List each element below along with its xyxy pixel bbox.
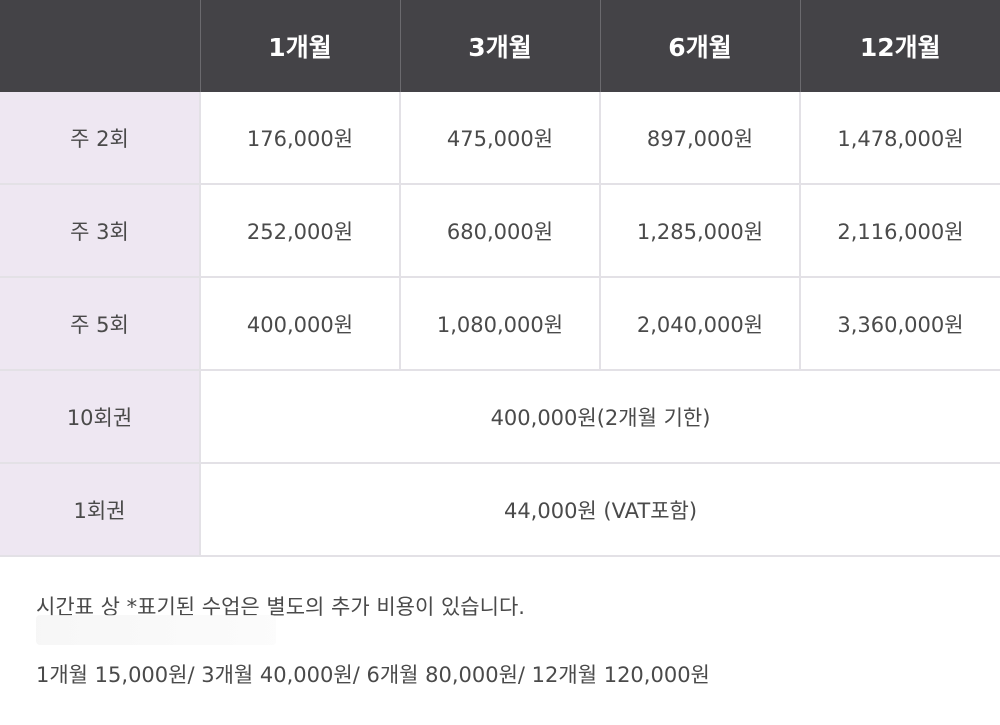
row-label: 10회권 [0, 370, 201, 464]
header-12-months: 12개월 [800, 0, 1000, 92]
header-6-months: 6개월 [600, 0, 801, 92]
table-row: 주 2회 176,000원 475,000원 897,000원 1,478,00… [0, 92, 1000, 185]
blurred-region [36, 615, 276, 645]
price-cell: 1,285,000원 [600, 184, 801, 278]
header-1-month: 1개월 [200, 0, 401, 92]
row-label: 주 2회 [0, 92, 201, 185]
table-row: 주 5회 400,000원 1,080,000원 2,040,000원 3,36… [0, 277, 1000, 371]
price-cell: 3,360,000원 [800, 277, 1000, 371]
header-corner [0, 0, 201, 92]
price-cell: 1,080,000원 [400, 277, 601, 371]
header-row: 1개월 3개월 6개월 12개월 [0, 0, 1000, 92]
table-row: 1회권 44,000원 (VAT포함) [0, 463, 1000, 557]
header-3-months: 3개월 [400, 0, 601, 92]
price-cell: 252,000원 [200, 184, 401, 278]
price-cell: 475,000원 [400, 92, 601, 185]
row-label: 주 5회 [0, 277, 201, 371]
notes-section: 시간표 상 *표기된 수업은 별도의 추가 비용이 있습니다. 1개월 15,0… [0, 591, 1000, 689]
pass-price-cell: 400,000원(2개월 기한) [200, 370, 1000, 464]
price-table: 1개월 3개월 6개월 12개월 주 2회 176,000원 475,000원 … [0, 0, 1000, 557]
price-cell: 897,000원 [600, 92, 801, 185]
table-row: 주 3회 252,000원 680,000원 1,285,000원 2,116,… [0, 184, 1000, 278]
row-label: 1회권 [0, 463, 201, 557]
price-cell: 680,000원 [400, 184, 601, 278]
price-cell: 400,000원 [200, 277, 401, 371]
note-surcharge-prices: 1개월 15,000원/ 3개월 40,000원/ 6개월 80,000원/ 1… [36, 663, 710, 687]
pass-price-cell: 44,000원 (VAT포함) [200, 463, 1000, 557]
price-cell: 1,478,000원 [800, 92, 1000, 185]
price-cell: 2,116,000원 [800, 184, 1000, 278]
row-label: 주 3회 [0, 184, 201, 278]
table-row: 10회권 400,000원(2개월 기한) [0, 370, 1000, 464]
price-cell: 2,040,000원 [600, 277, 801, 371]
price-cell: 176,000원 [200, 92, 401, 185]
